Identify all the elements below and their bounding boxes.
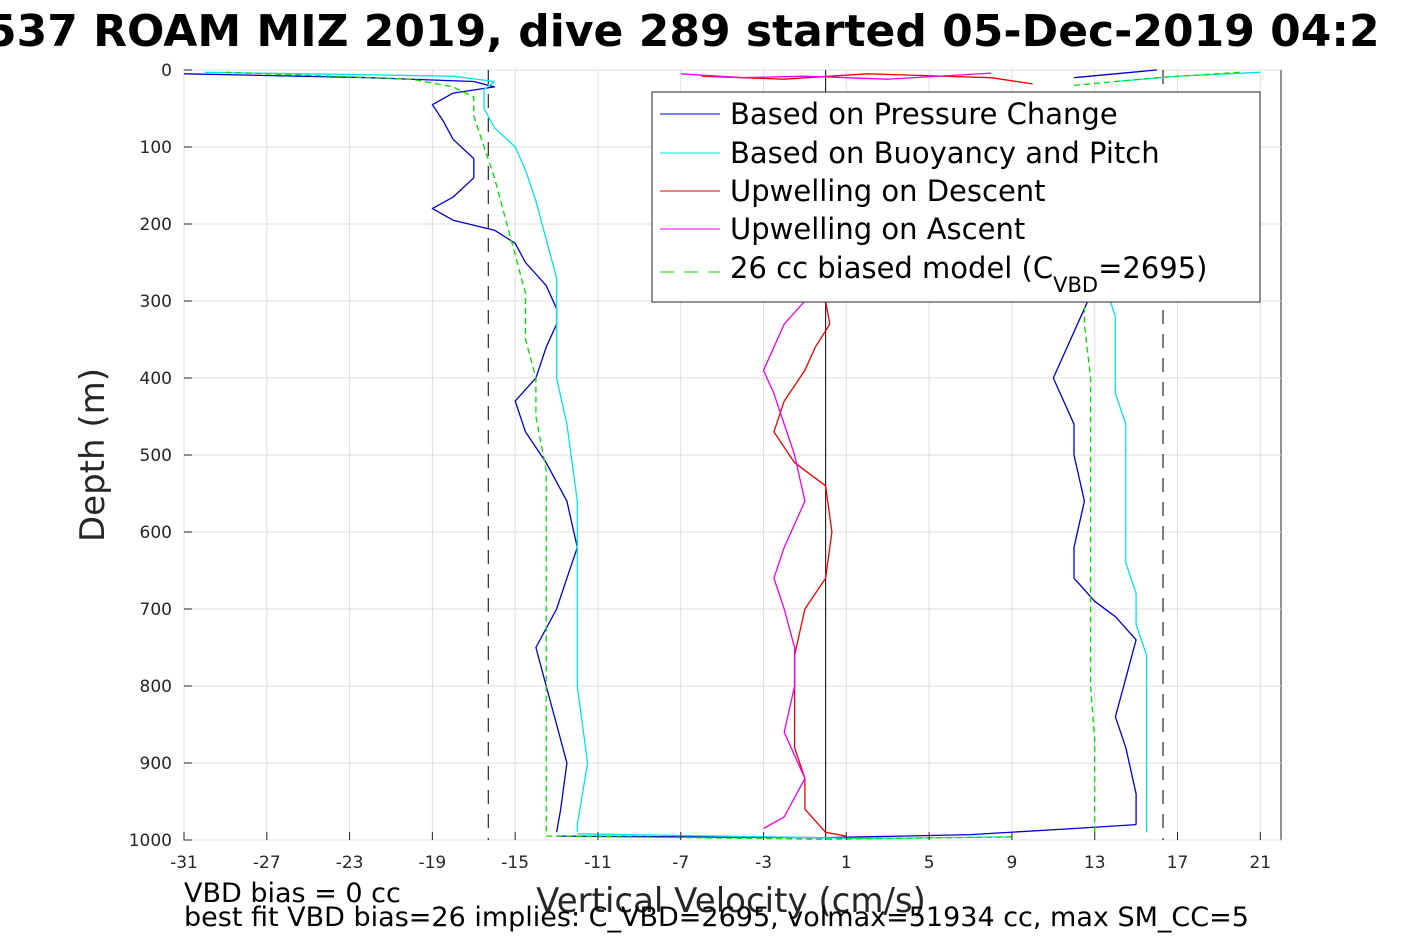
- x-tick-label-7: -3: [755, 853, 772, 873]
- x-tick-label-12: 17: [1167, 853, 1189, 873]
- legend-model-prefix: 26 cc biased model (C: [730, 251, 1053, 285]
- y-tick-label-9: 900: [140, 754, 172, 774]
- series-4-line-2: [1083, 285, 1096, 833]
- x-tick-label-10: 9: [1007, 853, 1018, 873]
- y-tick-label-5: 500: [140, 446, 172, 466]
- x-tick-label-8: 1: [841, 853, 852, 873]
- x-tick-label-13: 21: [1249, 853, 1271, 873]
- legend-label-model: 26 cc biased model (CVBD=2695): [730, 251, 1208, 297]
- legend-label-buoyancy: Based on Buoyancy and Pitch: [730, 136, 1160, 170]
- series-4: [225, 71, 1240, 840]
- y-tick-label-7: 700: [140, 600, 172, 620]
- x-tick-label-0: -31: [170, 853, 198, 873]
- best-fit-note: best fit VBD bias=26 implies: C_VBD=2695…: [184, 902, 1249, 933]
- series-4-line-1: [546, 835, 1012, 840]
- series-3: [680, 72, 992, 830]
- series-3-line-1: [680, 72, 992, 80]
- legend-label-ascent: Upwelling on Ascent: [730, 212, 1025, 246]
- x-tick-label-5: -11: [584, 853, 612, 873]
- y-axis-label: Depth (m): [73, 368, 113, 542]
- series-0-line-2: [1052, 285, 1137, 825]
- x-tick-label-9: 5: [924, 853, 935, 873]
- x-tick-label-6: -7: [672, 853, 689, 873]
- y-tick-label-2: 200: [140, 215, 172, 235]
- series-layer: [183, 69, 1261, 840]
- series-2-line-1: [701, 73, 1033, 85]
- legend-label-descent: Upwelling on Descent: [730, 174, 1046, 208]
- x-tick-label-4: -15: [501, 853, 529, 873]
- series-0-line-3: [1073, 69, 1157, 79]
- legend-model-sub: VBD: [1053, 273, 1098, 297]
- legend-model-suffix: =2695): [1098, 251, 1207, 285]
- vbd-bias-note: VBD bias = 0 cc: [184, 878, 401, 909]
- y-tick-label-3: 300: [140, 292, 172, 312]
- x-axis-label: Vertical Velocity (cm/s): [536, 881, 926, 921]
- y-tick-label-6: 600: [140, 523, 172, 543]
- series-4-line-0: [225, 71, 547, 833]
- legend-label-pressure: Based on Pressure Change: [730, 97, 1118, 131]
- series-4-line-3: [1073, 71, 1240, 87]
- series-1-line-2: [1104, 285, 1148, 833]
- legend-box: [651, 91, 1261, 303]
- x-ticks: -31 -27 -23 -19 -15 -11 -7 -3 1 5 9 13 17 21: [170, 832, 1271, 873]
- series-2-line-0: [773, 300, 847, 837]
- series-1-line-0: [204, 71, 589, 833]
- y-ticks: 0 100 200 300 400 500 600 700 800 900 1000: [129, 61, 192, 851]
- x-tick-label-1: -27: [253, 853, 281, 873]
- y-tick-label-8: 800: [140, 677, 172, 697]
- x-tick-label-11: 13: [1084, 853, 1106, 873]
- y-tick-label-0: 0: [161, 61, 172, 81]
- x-tick-label-2: -23: [336, 853, 364, 873]
- series-2: [701, 73, 1033, 837]
- y-tick-label-4: 400: [140, 369, 172, 389]
- y-tick-label-10: 1000: [129, 831, 172, 851]
- chart-title: 537 ROAM MIZ 2019, dive 289 started 05-D…: [0, 6, 1380, 57]
- x-tick-label-3: -19: [418, 853, 446, 873]
- legend: Based on Pressure Change Based on Buoyan…: [651, 91, 1261, 303]
- series-3-line-0: [762, 300, 806, 830]
- y-tick-label-1: 100: [140, 138, 172, 158]
